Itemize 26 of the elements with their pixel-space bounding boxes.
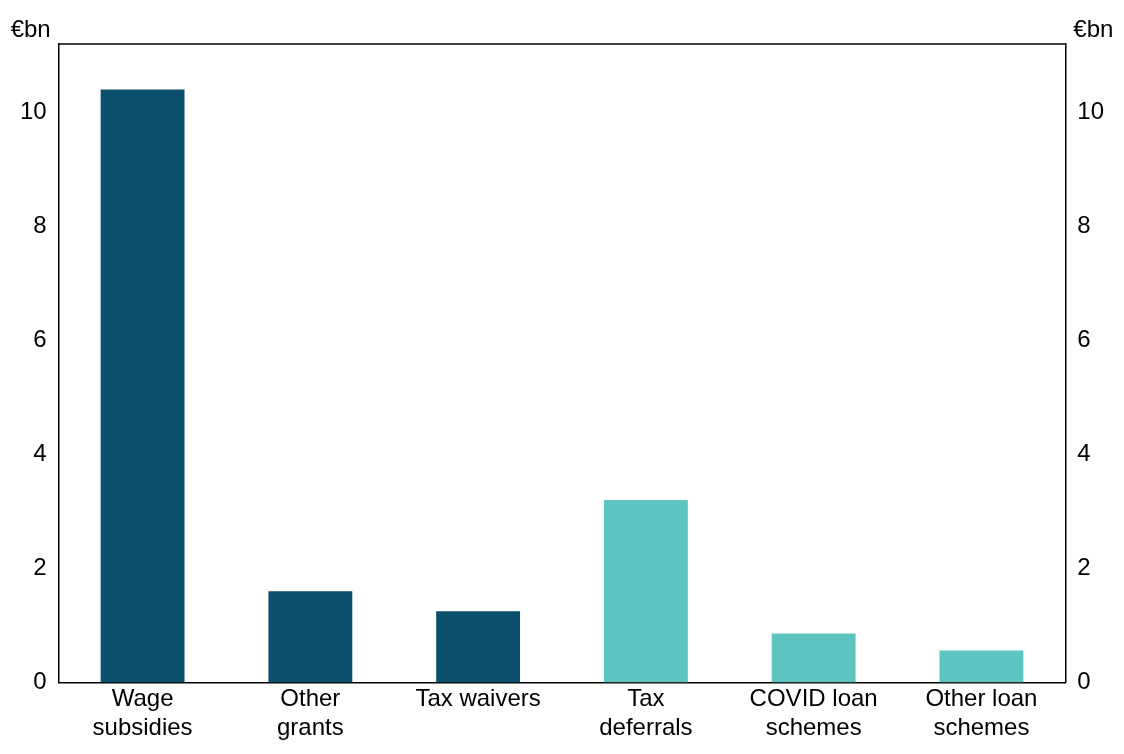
y-tick-label: 0 [33, 667, 47, 695]
x-tick-label: Other grants [277, 684, 344, 741]
y2-tick-label: 0 [1077, 667, 1091, 695]
y-tick-label: 2 [33, 553, 47, 581]
y2-tick-label: 8 [1077, 211, 1091, 239]
y-tick-label: 8 [33, 211, 47, 239]
x-tick-label: COVID loan schemes [749, 684, 878, 741]
y-tick-label: 6 [33, 325, 47, 353]
y2-tick-label: 4 [1077, 439, 1091, 467]
bar [436, 611, 521, 683]
bar [268, 591, 353, 683]
bar [100, 89, 185, 683]
y2-tick-label: 6 [1077, 325, 1091, 353]
y-tick-label: 4 [33, 439, 47, 467]
y-axis-title: €bn [10, 14, 51, 42]
x-tick-label: Wage subsidies [92, 684, 193, 741]
bar [939, 650, 1024, 683]
y-tick-label: 10 [19, 97, 47, 125]
y2-tick-label: 2 [1077, 553, 1091, 581]
x-tick-label: Tax waivers [415, 684, 541, 712]
x-tick-label: Tax deferrals [599, 684, 693, 741]
x-tick-label: Other loan schemes [925, 684, 1038, 741]
bar [603, 500, 688, 683]
y2-tick-label: 10 [1077, 97, 1105, 125]
bar [771, 633, 856, 683]
y2-axis-title: €bn [1073, 14, 1114, 42]
